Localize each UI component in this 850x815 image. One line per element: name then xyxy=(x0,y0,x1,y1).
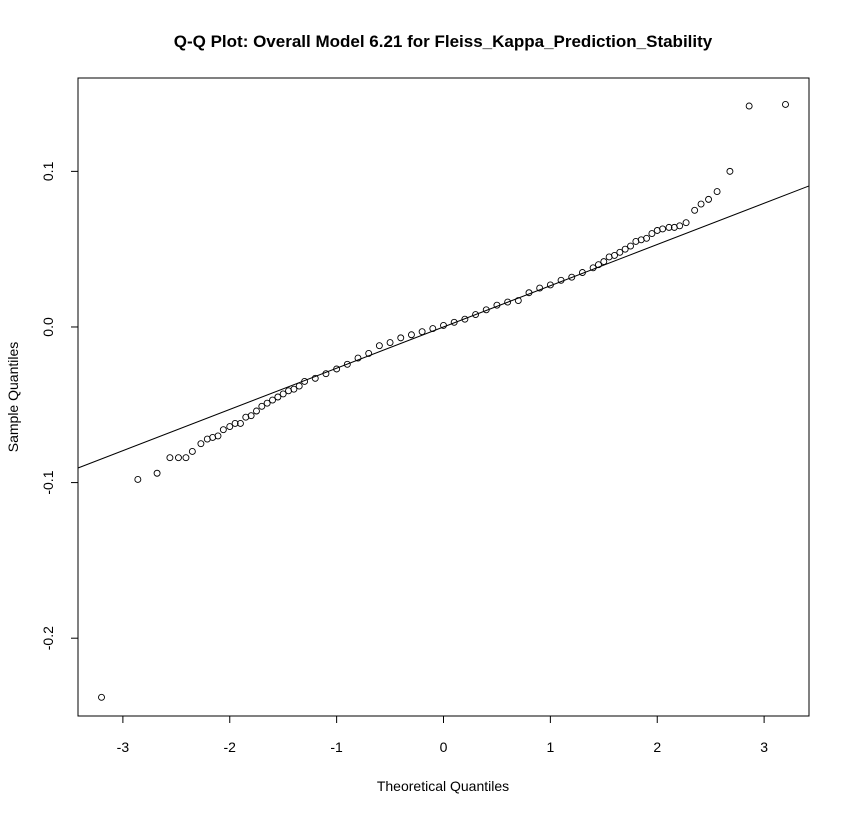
data-point xyxy=(643,234,651,242)
plot-frame xyxy=(77,77,810,717)
data-point xyxy=(295,382,303,390)
chart-title: Q-Q Plot: Overall Model 6.21 for Fleiss_… xyxy=(174,32,713,51)
data-point xyxy=(745,102,753,110)
data-point xyxy=(226,423,234,431)
x-axis: -3 -2 -1 0 1 2 3 xyxy=(117,716,768,755)
data-point xyxy=(782,101,789,108)
y-axis: -0.2 -0.1 0.0 0.1 xyxy=(40,161,78,650)
data-points xyxy=(98,101,789,701)
data-point xyxy=(301,377,309,385)
data-point xyxy=(450,318,458,326)
data-point xyxy=(493,301,501,309)
data-point xyxy=(263,399,271,407)
data-point xyxy=(219,426,227,434)
x-axis-label: Theoretical Quantiles xyxy=(377,778,509,794)
data-point xyxy=(568,273,576,281)
data-point xyxy=(557,276,565,284)
x-tick-label: 0 xyxy=(440,739,448,755)
data-point xyxy=(536,284,544,292)
data-point xyxy=(274,393,282,401)
data-point xyxy=(354,354,362,362)
data-point xyxy=(279,390,287,398)
data-point xyxy=(665,223,673,231)
data-point xyxy=(407,331,415,339)
y-tick-label: -0.1 xyxy=(40,470,56,494)
data-point xyxy=(333,365,341,373)
data-point xyxy=(153,469,161,477)
data-point xyxy=(365,349,373,357)
data-point xyxy=(269,396,276,404)
data-point xyxy=(386,339,394,346)
x-tick-label: -1 xyxy=(330,739,343,755)
data-point xyxy=(253,407,260,415)
data-point xyxy=(578,269,586,276)
data-point xyxy=(311,374,319,382)
data-point xyxy=(429,325,437,332)
data-point xyxy=(705,195,712,203)
data-point xyxy=(175,454,182,462)
data-point xyxy=(166,454,174,462)
data-point xyxy=(697,200,705,208)
data-point xyxy=(472,311,480,318)
data-point xyxy=(726,167,734,175)
data-point xyxy=(290,385,298,393)
data-point xyxy=(659,225,667,233)
x-tick-label: -2 xyxy=(224,739,237,755)
qq-reference-line xyxy=(77,185,810,469)
data-point xyxy=(322,370,330,378)
y-tick-label: -0.2 xyxy=(40,626,56,650)
data-point xyxy=(600,258,608,266)
data-point xyxy=(214,432,222,440)
data-point xyxy=(188,448,196,455)
data-point xyxy=(621,245,629,253)
data-point xyxy=(461,315,469,323)
reference-line-group xyxy=(77,185,810,469)
data-point xyxy=(648,230,656,238)
data-point xyxy=(247,412,255,420)
data-point xyxy=(611,251,618,259)
x-tick-label: 2 xyxy=(653,739,661,755)
data-point xyxy=(627,242,634,250)
data-point xyxy=(236,420,244,427)
data-point xyxy=(98,693,105,701)
data-point xyxy=(182,454,190,462)
data-point xyxy=(504,298,512,306)
y-tick-label: 0.0 xyxy=(40,317,56,337)
data-point xyxy=(343,360,351,368)
data-point xyxy=(197,440,205,448)
data-point xyxy=(231,420,239,427)
data-point xyxy=(375,342,383,350)
x-tick-label: 1 xyxy=(546,739,554,755)
data-point xyxy=(595,261,602,269)
data-point xyxy=(418,328,426,336)
x-tick-label: 3 xyxy=(760,739,768,755)
y-tick-label: 0.1 xyxy=(40,161,56,181)
data-point xyxy=(525,289,533,297)
data-point xyxy=(682,219,690,227)
data-point xyxy=(397,334,405,342)
data-point xyxy=(676,222,684,230)
data-point xyxy=(713,188,721,196)
data-point xyxy=(589,264,597,272)
data-point xyxy=(258,402,266,410)
x-tick-label: -3 xyxy=(117,739,130,755)
data-point xyxy=(440,321,447,329)
data-point xyxy=(482,306,490,314)
data-point xyxy=(691,206,699,214)
data-point xyxy=(514,297,522,304)
data-point xyxy=(616,248,624,256)
data-point xyxy=(546,281,554,289)
data-point xyxy=(134,476,142,483)
y-axis-label: Sample Quantiles xyxy=(5,342,21,453)
